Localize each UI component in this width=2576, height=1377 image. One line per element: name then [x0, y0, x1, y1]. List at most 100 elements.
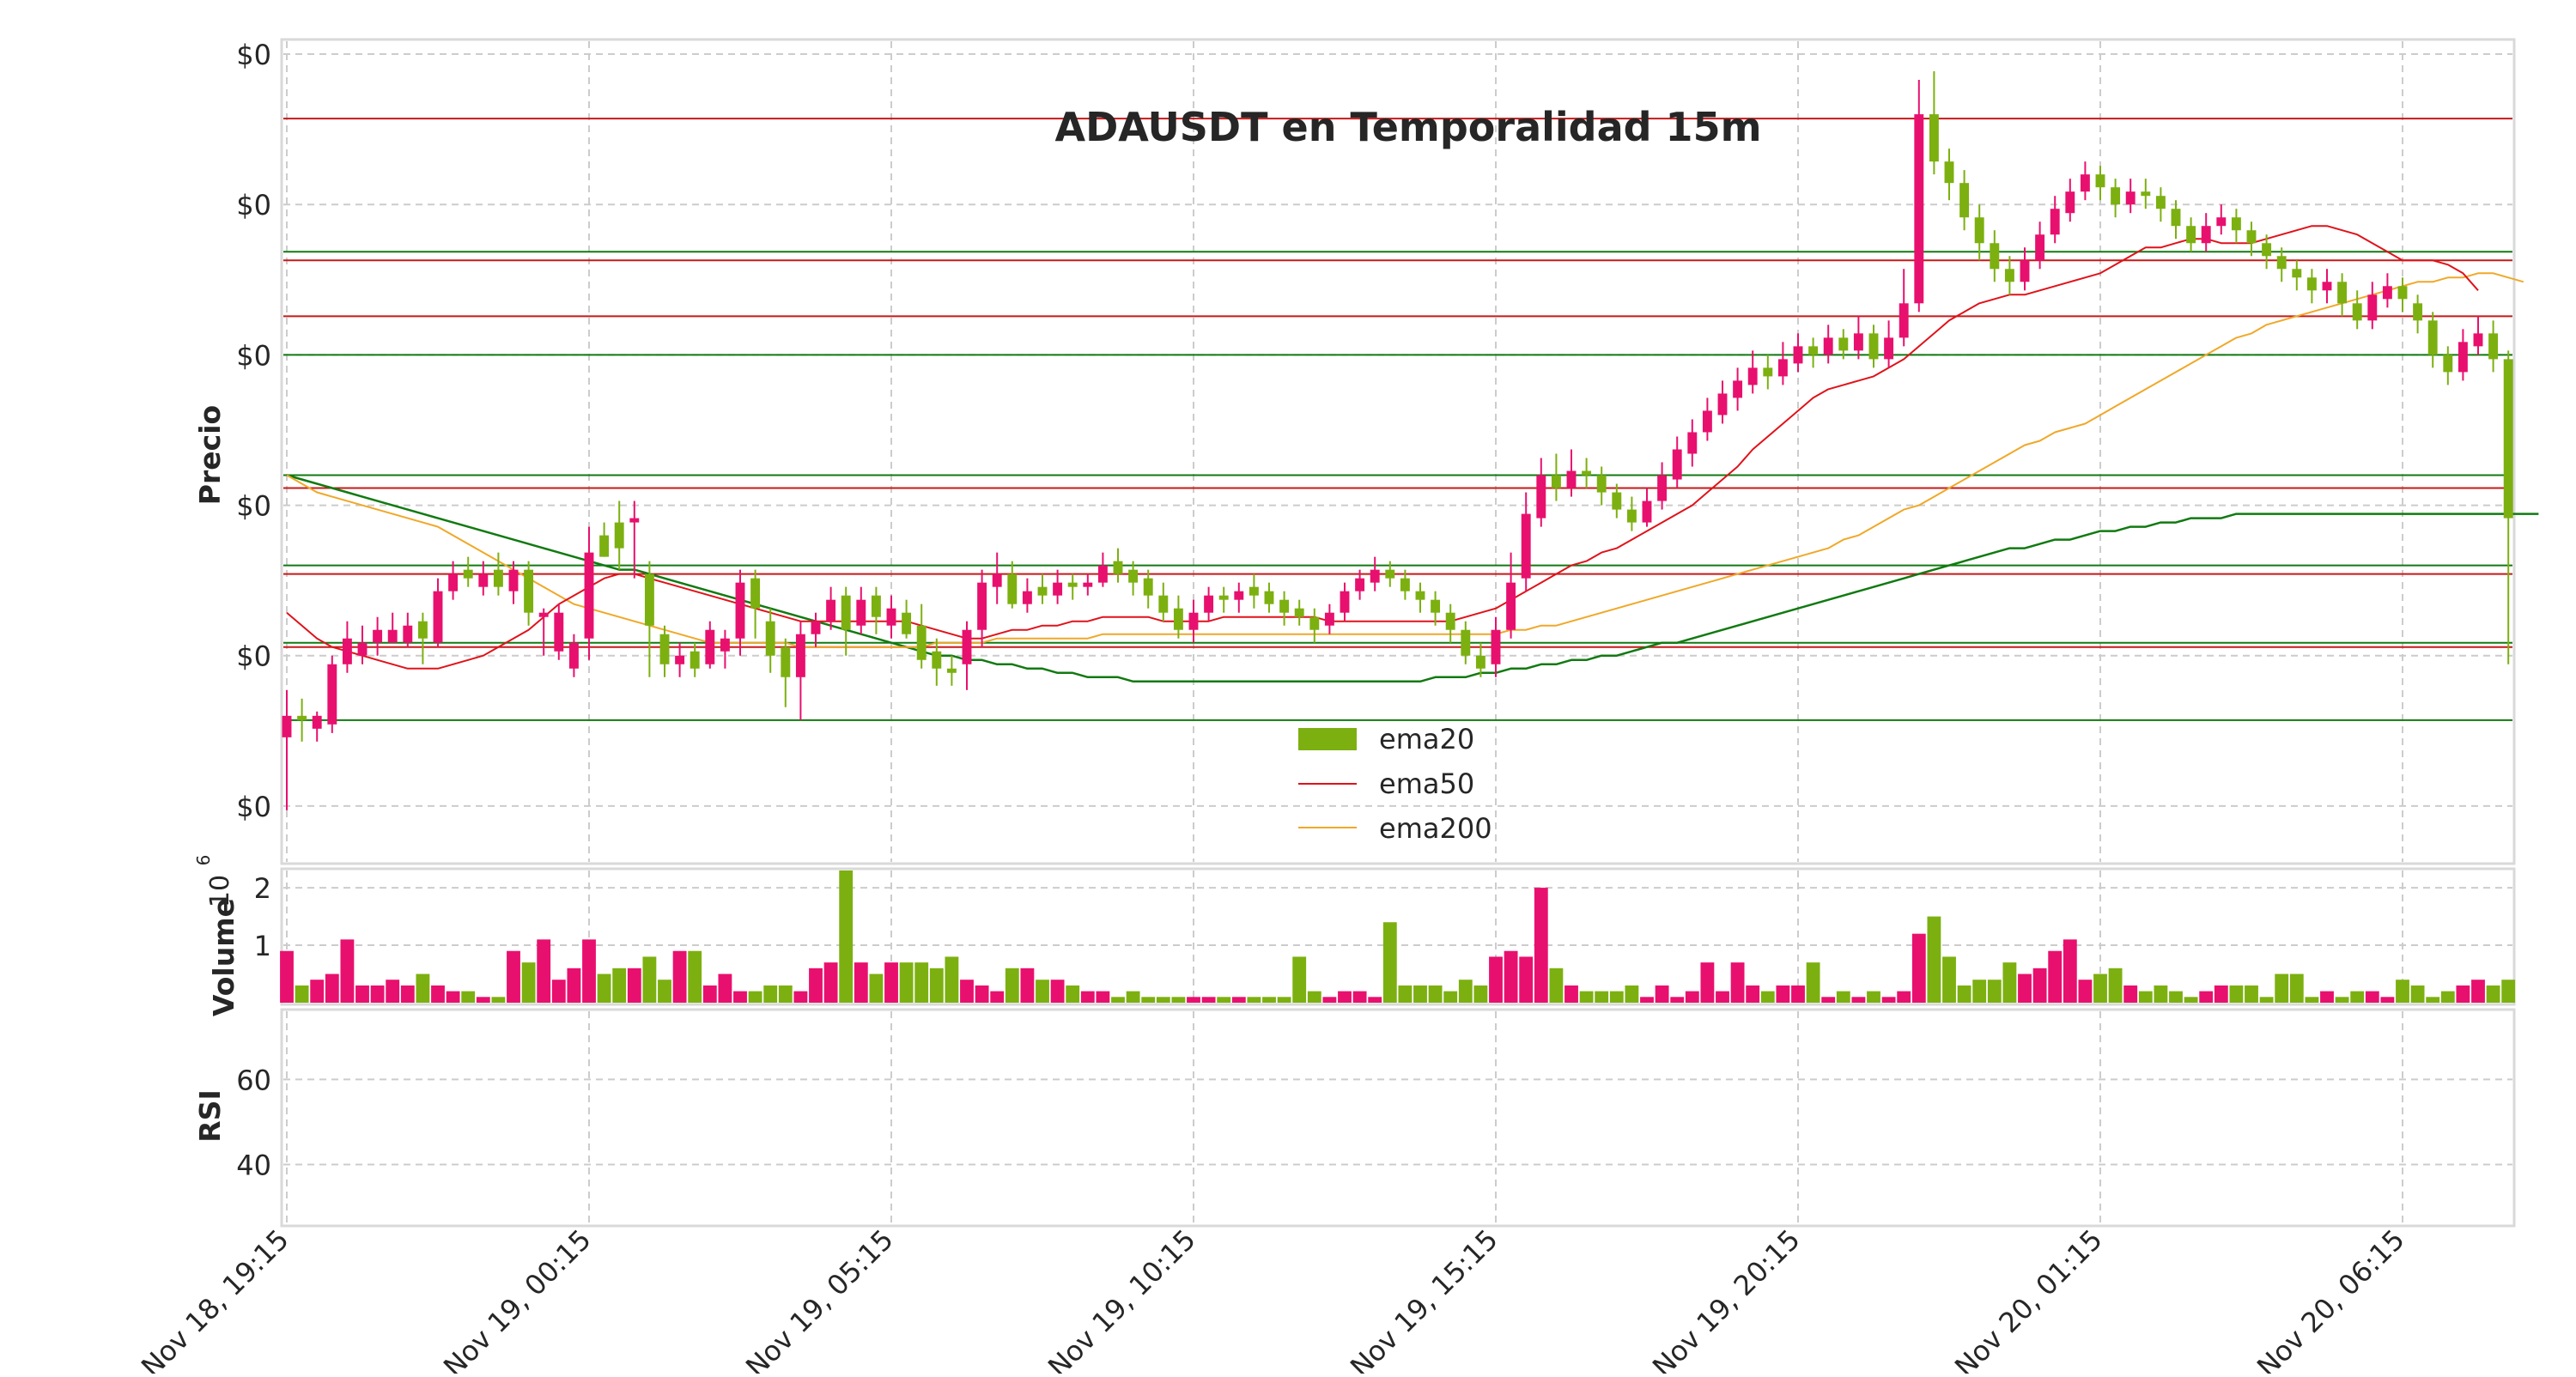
volume-bar: [2002, 962, 2017, 1003]
volume-bar: [461, 991, 476, 1003]
candle-body: [1884, 337, 1894, 360]
candle-body: [1793, 346, 1803, 364]
candle-body: [2488, 333, 2499, 360]
support-resistance-levels: [283, 118, 2512, 721]
candle-body: [750, 578, 761, 609]
volume-scale-exponent: 6: [193, 855, 214, 866]
candle-body: [2306, 277, 2317, 291]
candle-body: [1642, 500, 1652, 523]
candle-body: [795, 634, 805, 677]
volume-bar: [1564, 985, 1578, 1003]
candle-body: [1944, 161, 1954, 184]
volume-bar: [431, 985, 445, 1003]
volume-bar: [280, 950, 294, 1003]
volume-bar: [446, 991, 460, 1003]
volume-bar: [1050, 980, 1065, 1003]
candle-body: [1491, 629, 1501, 664]
candle-body: [1445, 612, 1455, 630]
candle-body: [478, 573, 489, 587]
candle-body: [946, 668, 957, 673]
legend-ema20-swatch: [1298, 728, 1357, 750]
volume-bar: [1217, 997, 1231, 1003]
volume-bar: [582, 939, 596, 1003]
candle-body: [2458, 342, 2468, 373]
chart-title: ADAUSDT en Temporalidad 15m: [1054, 104, 1761, 150]
candle-body: [1717, 393, 1728, 416]
volume-bar: [809, 968, 823, 1003]
legend-ema200-label: ema200: [1379, 812, 1492, 845]
candle-body: [2171, 209, 2181, 227]
candle-body: [1566, 470, 1577, 488]
volume-bar: [325, 974, 339, 1003]
volume-bar: [507, 950, 520, 1003]
volume-bar: [1972, 980, 1987, 1003]
volume-bar: [2289, 974, 2304, 1003]
volume-bar: [491, 997, 506, 1003]
volume-bar: [1443, 991, 1458, 1003]
candle-body: [538, 612, 549, 617]
volume-bar: [1322, 997, 1337, 1003]
price-tick-label: $0: [236, 640, 271, 673]
candle-body: [1868, 333, 1879, 360]
volume-bar: [1867, 991, 1880, 1003]
volume-scale-base: 10: [205, 875, 235, 907]
volume-bar: [1625, 985, 1639, 1003]
legend: ema20 ema50 ema200: [1298, 723, 1492, 845]
candle-body: [1188, 612, 1199, 630]
candle-body: [1657, 475, 1668, 501]
candle-body: [2413, 303, 2423, 321]
candle-body: [1626, 509, 1637, 523]
candle-body: [1022, 591, 1032, 604]
volume-bar: [1231, 997, 1246, 1003]
candle-body: [403, 625, 413, 643]
candle-body: [493, 569, 503, 587]
volume-bar: [2229, 985, 2244, 1003]
candle-body: [1747, 367, 1758, 385]
volume-bar: [1066, 985, 1080, 1003]
candle-body: [584, 552, 594, 639]
rsi-tick-label: 60: [236, 1064, 271, 1096]
volume-bar: [1897, 991, 1911, 1003]
volume-bar: [1489, 956, 1503, 1003]
candle-body: [1536, 475, 1546, 519]
candle-body: [2246, 230, 2257, 244]
candle-body: [1264, 591, 1274, 604]
candle-body: [2065, 191, 2075, 214]
candle-body: [1385, 569, 1395, 579]
volume-bar: [733, 991, 747, 1003]
volume-bar: [386, 980, 400, 1003]
volume-bar: [1262, 997, 1276, 1003]
volume-bar: [1307, 991, 1321, 1003]
volume-bar: [1368, 997, 1382, 1003]
volume-bar: [1942, 956, 1956, 1003]
volume-bar: [2501, 980, 2516, 1003]
volume-bar: [1338, 991, 1352, 1003]
candle-body: [2397, 286, 2408, 300]
candle-body: [2231, 217, 2241, 231]
candle-body: [508, 569, 519, 591]
volume-bar: [1519, 956, 1534, 1003]
volume-bar: [1141, 997, 1156, 1003]
candle-body: [1309, 616, 1320, 630]
candle-body: [524, 569, 534, 613]
volume-bar: [1957, 985, 1971, 1003]
volume-bar: [1640, 997, 1654, 1003]
candlesticks: [282, 71, 2513, 810]
volume-bar: [1987, 980, 2002, 1003]
volume-bar: [884, 962, 898, 1003]
legend-ema20-label: ema20: [1379, 723, 1474, 755]
rsi-panel-frame: [280, 1008, 2516, 1228]
volume-bar: [2078, 980, 2093, 1003]
candle-body: [705, 629, 715, 664]
volume-bar: [1277, 997, 1291, 1003]
volume-bar: [1171, 997, 1186, 1003]
candle-body: [417, 621, 428, 639]
candle-body: [1596, 475, 1607, 493]
candle-body: [614, 522, 624, 549]
candle-body: [1582, 470, 1592, 476]
volume-bar: [2365, 991, 2379, 1003]
candle-body: [2382, 286, 2392, 300]
volume-bar: [2305, 997, 2319, 1003]
candle-body: [1914, 114, 1924, 304]
price-tick-label: $0: [236, 189, 271, 221]
